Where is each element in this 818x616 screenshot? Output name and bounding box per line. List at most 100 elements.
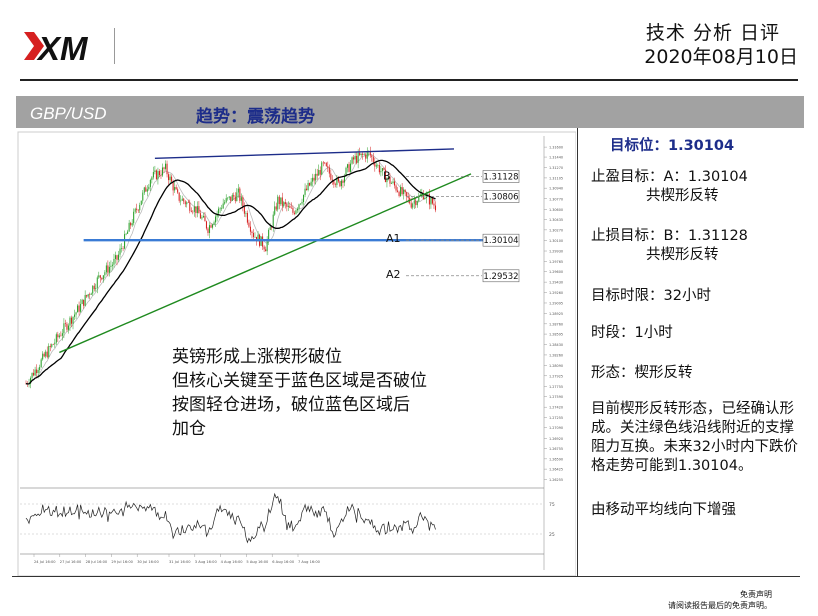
candle-body [74, 314, 76, 317]
candle-body [69, 317, 71, 326]
candle-body [117, 254, 120, 260]
candle-body [130, 222, 132, 226]
candle-body [52, 344, 54, 345]
candle-body [195, 206, 197, 214]
candle-body [395, 185, 397, 191]
candle-body [348, 164, 350, 172]
candle-body [322, 162, 324, 164]
x-tick-label: 3 Aug 16:00 [195, 560, 218, 564]
candle-body [145, 187, 147, 192]
candle-body [161, 167, 164, 176]
level-value: 1.30104 [483, 236, 518, 246]
ma-note: 由移动平均线向下增强 [591, 502, 736, 518]
level-label: A1 [386, 232, 401, 245]
oscillator-tick: 75 [549, 502, 555, 508]
candle-body [328, 167, 330, 174]
candle-body [155, 170, 157, 180]
candle-body [111, 264, 113, 266]
y-tick-label: 1.28595 [549, 333, 563, 337]
candle-body [187, 202, 189, 203]
y-tick-label: 1.26425 [549, 468, 563, 472]
y-tick-label: 1.26755 [549, 447, 563, 451]
candle-body [416, 201, 418, 206]
candle-body [280, 197, 282, 205]
candle-body [266, 240, 268, 252]
candle-body [77, 305, 79, 313]
candle-body [86, 295, 88, 297]
candle-body [431, 197, 433, 204]
price-chart: 1.31600 1.31440 1.31270 1.31105 1.30940 1.307… [17, 131, 576, 576]
candle-body [102, 275, 104, 280]
candle-body [359, 152, 361, 156]
candle-body [386, 178, 388, 183]
x-tick-label: 5 Aug 16:00 [246, 560, 269, 564]
candle-body [278, 196, 280, 205]
candle-body [284, 202, 286, 204]
candle-body [365, 154, 367, 159]
candle-body [125, 233, 127, 235]
candle-body [283, 202, 285, 206]
candle-body [366, 151, 368, 159]
candle-body [186, 202, 188, 205]
candle-body [158, 171, 160, 176]
y-tick-label: 1.31270 [549, 166, 563, 170]
candle-body [295, 210, 297, 214]
candle-body [406, 192, 408, 197]
candle-body [204, 215, 206, 222]
candle-body [374, 162, 376, 167]
candle-body [312, 177, 314, 182]
candle-body [184, 201, 186, 205]
candle-body [281, 197, 283, 206]
candle-body [107, 265, 109, 273]
candle-body [48, 345, 50, 358]
candle-body [318, 170, 320, 176]
candle-body [343, 176, 346, 183]
candle-body [201, 217, 203, 219]
candle-body [331, 179, 333, 182]
candle-body [96, 277, 98, 288]
candle-body [190, 210, 192, 212]
candle-body [122, 248, 124, 249]
level-label: B [383, 169, 391, 182]
candle-body [292, 207, 294, 213]
candle-body [199, 213, 201, 219]
level-value: 1.29532 [483, 272, 518, 282]
candle-body [296, 208, 299, 211]
candle-body [237, 188, 239, 193]
level-value: 1.31128 [483, 172, 518, 182]
candle-body [310, 181, 312, 186]
candle-body [101, 277, 103, 280]
candle-body [230, 196, 232, 201]
candle-body [40, 359, 42, 368]
candle-body [146, 189, 148, 192]
candle-body [377, 165, 379, 166]
candle-body [152, 172, 154, 178]
level-box [482, 170, 520, 183]
trend-label: 趋势：震荡趋势 [196, 107, 315, 127]
candle-body [36, 369, 38, 374]
y-tick-label: 1.27755 [549, 385, 563, 389]
disclaimer: 免责声明 请阅读报告最后的免责声明。 [668, 589, 772, 611]
level-value: 1.30806 [483, 193, 518, 203]
candle-body [222, 203, 224, 209]
timeframe: 时段：1小时 [591, 325, 673, 341]
x-tick-label: 29 Jul 16:00 [111, 560, 133, 564]
candle-body [121, 248, 123, 249]
y-tick-label: 1.26920 [549, 437, 563, 441]
candle-body [72, 316, 74, 324]
candle-body [154, 170, 156, 173]
disclaimer-text: 请阅读报告最后的免责声明。 [668, 601, 772, 610]
candle-body [407, 196, 409, 198]
header-divider [20, 79, 798, 81]
candle-body [403, 189, 405, 195]
candle-body [108, 266, 110, 273]
candle-body [78, 305, 80, 312]
candle-body [90, 293, 92, 295]
candle-body [208, 225, 211, 233]
candle-body [304, 188, 306, 195]
x-tick-label: 31 Jul 16:00 [169, 560, 191, 564]
candle-body [166, 163, 168, 175]
candle-body [205, 221, 208, 229]
candle-body [384, 169, 386, 183]
x-tick-label: 27 Jul 16:00 [60, 560, 82, 564]
